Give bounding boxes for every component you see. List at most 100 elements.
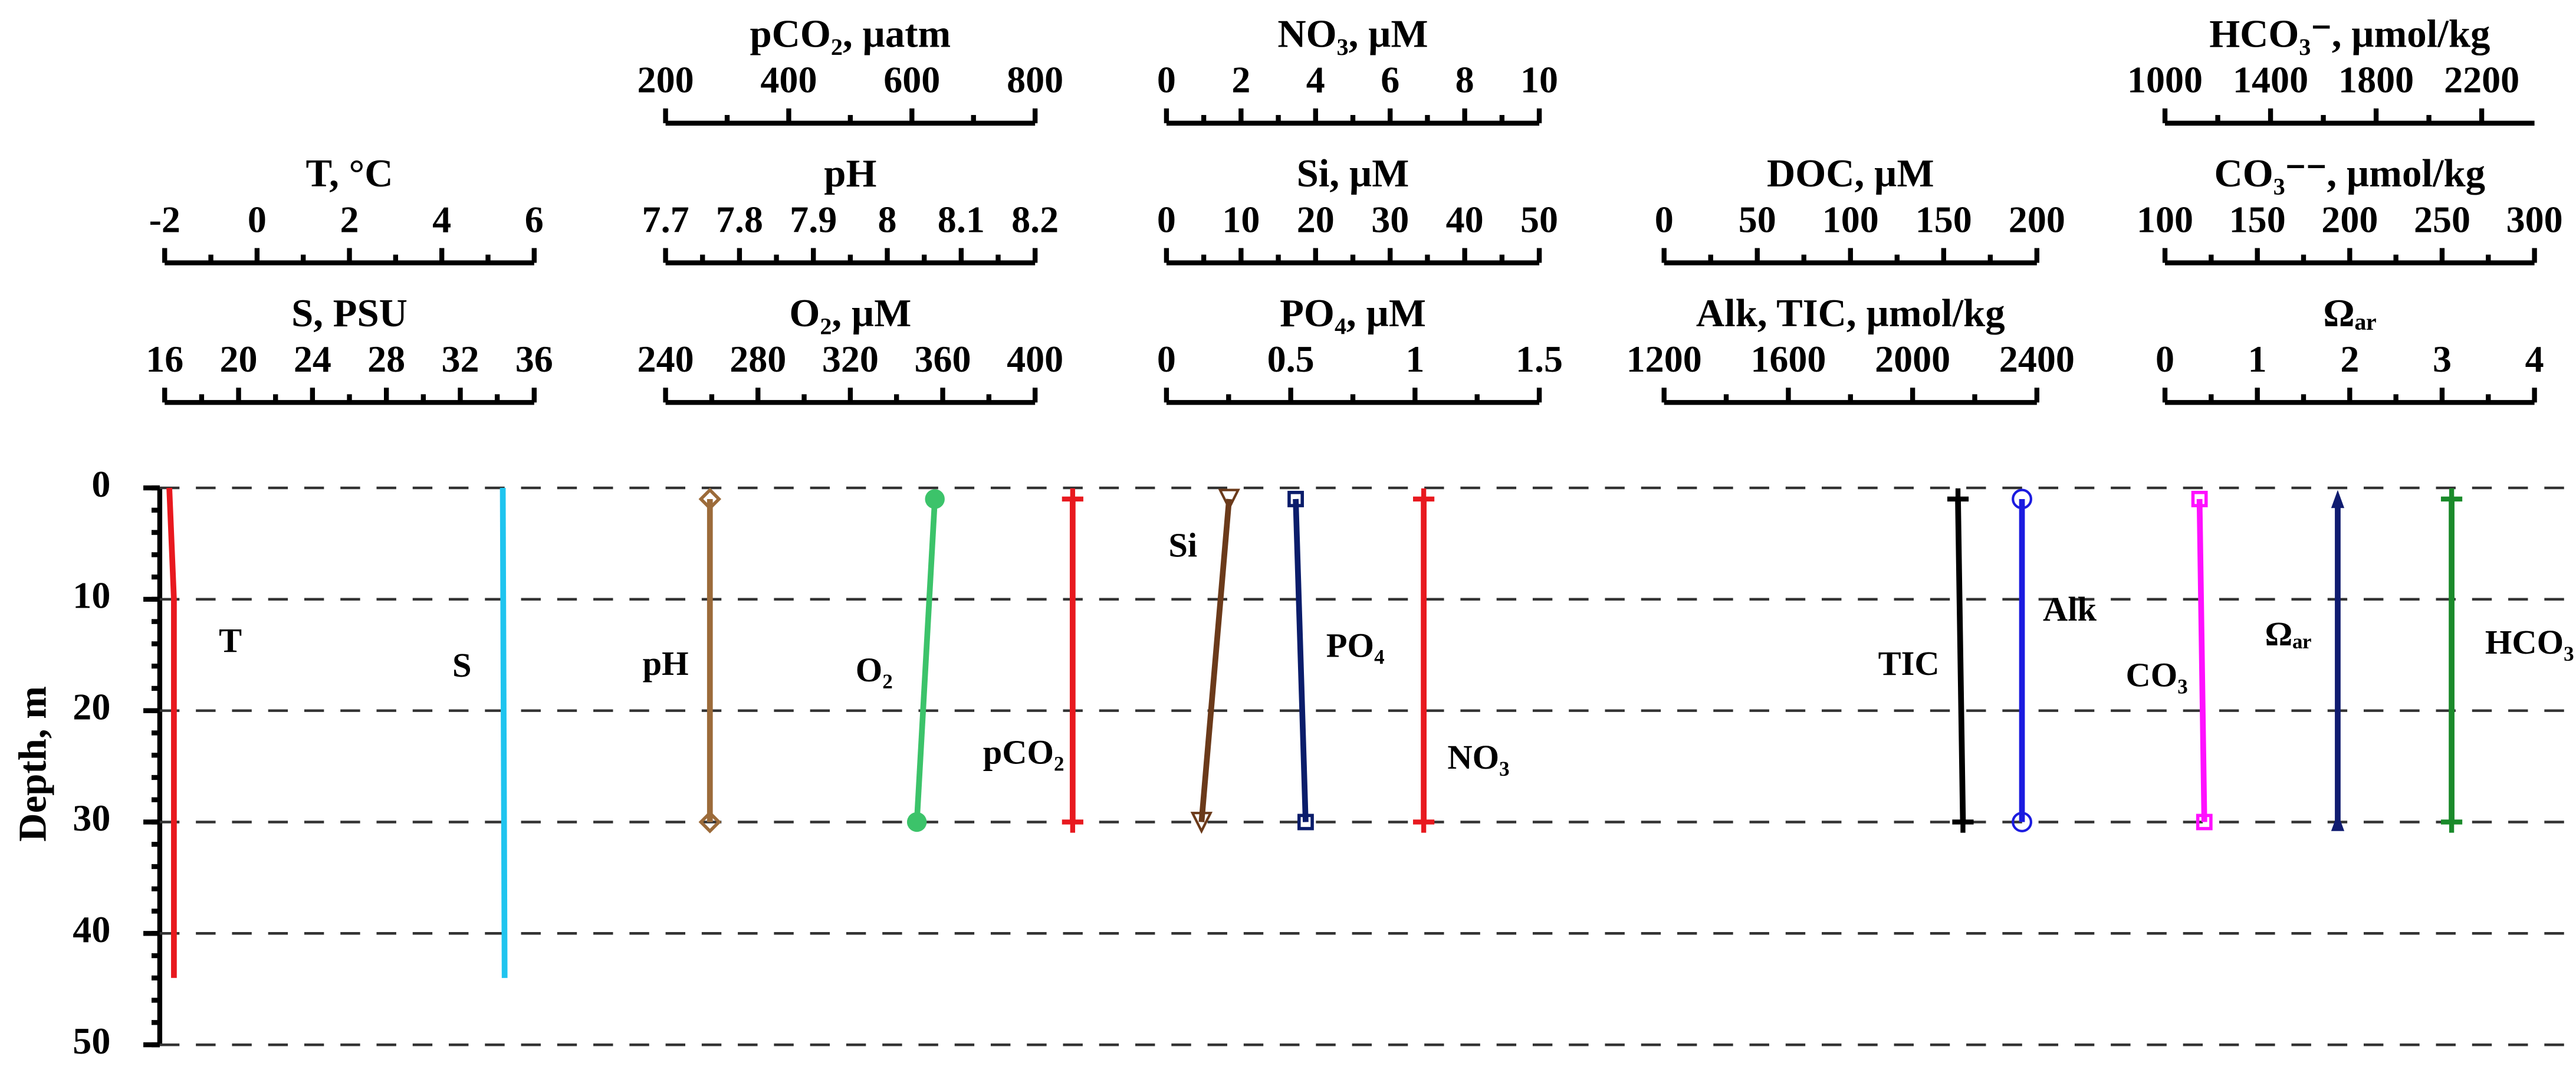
profile-line <box>1293 498 1309 822</box>
series-label: PO₄ <box>1326 626 1385 664</box>
marker <box>1287 491 1304 507</box>
x-tick-label: 0 <box>1157 59 1176 101</box>
x-tick-label: 1200 <box>1627 338 1702 380</box>
x-tick-label: 50 <box>1520 198 1558 240</box>
marker <box>1218 488 1240 511</box>
series-label: T <box>219 621 242 660</box>
x-tick-label: 1 <box>2248 338 2267 380</box>
marker <box>2196 813 2213 831</box>
marker <box>2012 812 2032 832</box>
x-tick-label: 6 <box>1381 59 1399 101</box>
profile-line <box>2196 498 2207 822</box>
marker <box>1413 488 1435 510</box>
x-tick-label: 100 <box>1822 198 1879 240</box>
series-label: NO₃ <box>1447 738 1509 776</box>
x-tick-label: 1 <box>1405 338 1424 380</box>
x-axis-label: pH <box>824 152 876 195</box>
marker <box>2440 811 2463 833</box>
marker <box>2012 488 2032 510</box>
marker <box>925 489 945 509</box>
x-tick-label: 8.2 <box>1011 198 1059 240</box>
x-tick-label: 8 <box>878 198 897 240</box>
marker <box>1062 488 1083 510</box>
x-axis-label: HCO₃⁻, µmol/kg <box>2209 12 2490 55</box>
x-tick-label: 1800 <box>2338 59 2414 101</box>
series-label: Si <box>1168 526 1197 565</box>
profile-line <box>1955 498 1966 822</box>
x-tick-label: 600 <box>883 59 940 101</box>
x-axis-label: CO₃⁻⁻, µmol/kg <box>2214 152 2486 195</box>
x-tick-label: 200 <box>2009 198 2065 240</box>
x-tick-label: 240 <box>638 338 694 380</box>
x-tick-label: 0 <box>1157 198 1176 240</box>
x-tick-label: 250 <box>2414 198 2470 240</box>
x-tick-label: 8 <box>1455 59 1474 101</box>
marker <box>1952 811 1974 833</box>
x-tick-label: 400 <box>760 59 817 101</box>
y-tick-label: 40 <box>73 908 110 950</box>
x-tick-label: 300 <box>2506 198 2563 240</box>
x-tick-label: 2400 <box>1999 338 2075 380</box>
x-tick-label: 6 <box>525 198 544 240</box>
x-tick-label: 7.8 <box>716 198 763 240</box>
x-tick-label: 2 <box>2340 338 2359 380</box>
profile-line <box>500 488 508 978</box>
marker <box>1413 811 1435 833</box>
x-tick-label: 400 <box>1007 338 1063 380</box>
x-tick-label: 2200 <box>2444 59 2519 101</box>
marker <box>906 812 927 832</box>
x-axis-label: pCO₂, µatm <box>750 12 951 55</box>
x-tick-label: 40 <box>1446 198 1484 240</box>
x-tick-label: 10 <box>1520 59 1558 101</box>
marker <box>698 811 722 834</box>
series-label: CO₃ <box>2126 656 2188 694</box>
marker <box>1190 812 1213 834</box>
x-tick-label: 800 <box>1007 59 1063 101</box>
x-tick-label: 360 <box>914 338 971 380</box>
x-tick-label: 20 <box>1297 198 1335 240</box>
x-tick-label: 16 <box>146 338 183 380</box>
marker <box>2331 813 2345 831</box>
x-tick-label: 24 <box>294 338 331 380</box>
x-tick-label: 1600 <box>1750 338 1826 380</box>
x-tick-label: 1400 <box>2233 59 2308 101</box>
profile-line <box>1198 498 1232 822</box>
x-axis-label: S, PSU <box>291 291 408 335</box>
series-label: pCO₂ <box>983 733 1064 771</box>
y-tick-label: 20 <box>73 685 110 727</box>
y-tick-label: 50 <box>73 1020 110 1062</box>
x-axis-label: Si, µM <box>1297 152 1409 195</box>
x-tick-label: 10 <box>1222 198 1260 240</box>
marker <box>1062 811 1083 833</box>
marker <box>1297 813 1314 831</box>
x-tick-label: 320 <box>822 338 879 380</box>
x-tick-label: 8.1 <box>938 198 985 240</box>
y-tick-label: 10 <box>73 575 110 616</box>
x-tick-label: 200 <box>2321 198 2378 240</box>
x-tick-label: 1000 <box>2127 59 2203 101</box>
marker <box>2191 491 2208 507</box>
y-axis-label: Depth, m <box>11 686 54 842</box>
x-axis-label: Alk, TIC, µmol/kg <box>1696 291 2005 335</box>
x-tick-label: 0 <box>1655 198 1674 240</box>
x-axis-label: NO₃, µM <box>1277 12 1428 55</box>
x-tick-label: 0 <box>248 198 267 240</box>
marker <box>2440 488 2463 510</box>
x-tick-label: 4 <box>2525 338 2544 380</box>
series-label: Alk <box>2043 590 2097 628</box>
x-axis-label: Ωₐᵣ <box>2323 291 2376 335</box>
series-label: TIC <box>1878 644 1940 683</box>
series-label: O₂ <box>856 651 893 689</box>
series-label: pH <box>643 644 689 683</box>
marker <box>698 487 722 511</box>
x-tick-label: 2000 <box>1875 338 1950 380</box>
x-tick-label: 28 <box>367 338 405 380</box>
y-tick-label: 0 <box>91 463 110 505</box>
x-axis-label: PO₄, µM <box>1280 291 1426 335</box>
x-tick-label: 32 <box>441 338 479 380</box>
profile-line <box>166 487 177 978</box>
x-tick-label: 0 <box>2156 338 2174 380</box>
x-tick-label: 0 <box>1157 338 1176 380</box>
x-tick-label: 2 <box>340 198 359 240</box>
